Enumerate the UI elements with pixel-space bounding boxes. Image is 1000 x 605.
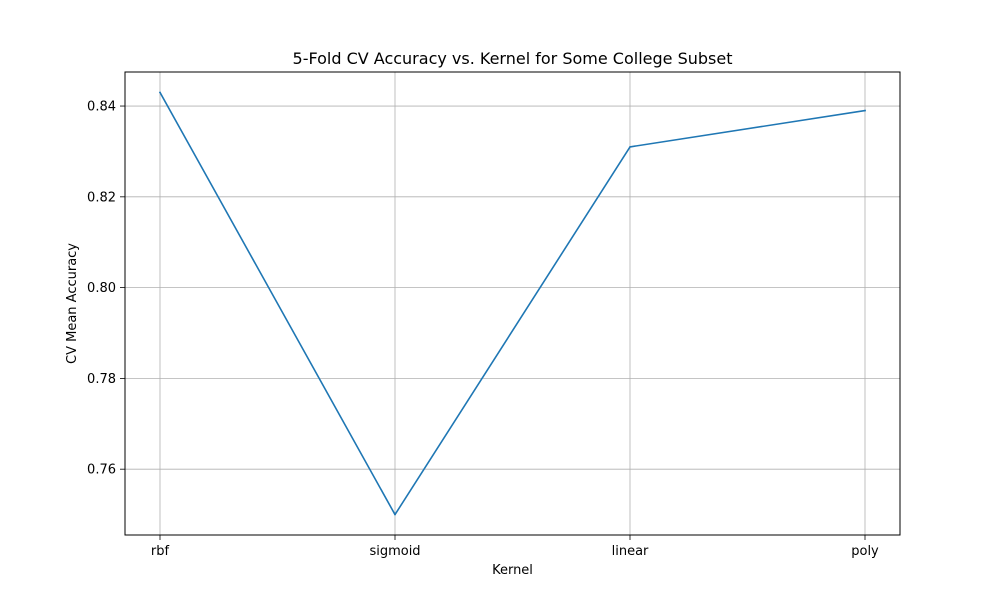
- y-tick-label: 0.82: [87, 190, 116, 205]
- grid-lines: [125, 72, 900, 535]
- x-axis-label: Kernel: [492, 563, 533, 578]
- x-axis-ticks: rbf sigmoid linear poly: [151, 535, 879, 559]
- y-axis-ticks: 0.76 0.78 0.80 0.82 0.84: [87, 100, 125, 478]
- x-tick-label: poly: [851, 544, 879, 559]
- data-point-linear: [629, 146, 631, 148]
- x-tick-label: rbf: [151, 544, 170, 559]
- x-tick-label: linear: [612, 544, 649, 559]
- chart-title: 5-Fold CV Accuracy vs. Kernel for Some C…: [293, 49, 733, 68]
- y-axis-label: CV Mean Accuracy: [65, 243, 80, 364]
- data-point-sigmoid: [394, 513, 396, 516]
- series-layer: [158, 91, 866, 516]
- y-tick-label: 0.78: [87, 372, 116, 387]
- series-line: [158, 91, 866, 516]
- y-tick-label: 0.80: [87, 281, 116, 296]
- plot-area-frame: [124, 71, 901, 536]
- data-point-poly: [864, 109, 866, 112]
- x-tick-label: sigmoid: [369, 544, 420, 559]
- y-tick-label: 0.84: [87, 100, 116, 115]
- data-point-rbf: [159, 91, 161, 94]
- y-tick-label: 0.76: [87, 463, 116, 478]
